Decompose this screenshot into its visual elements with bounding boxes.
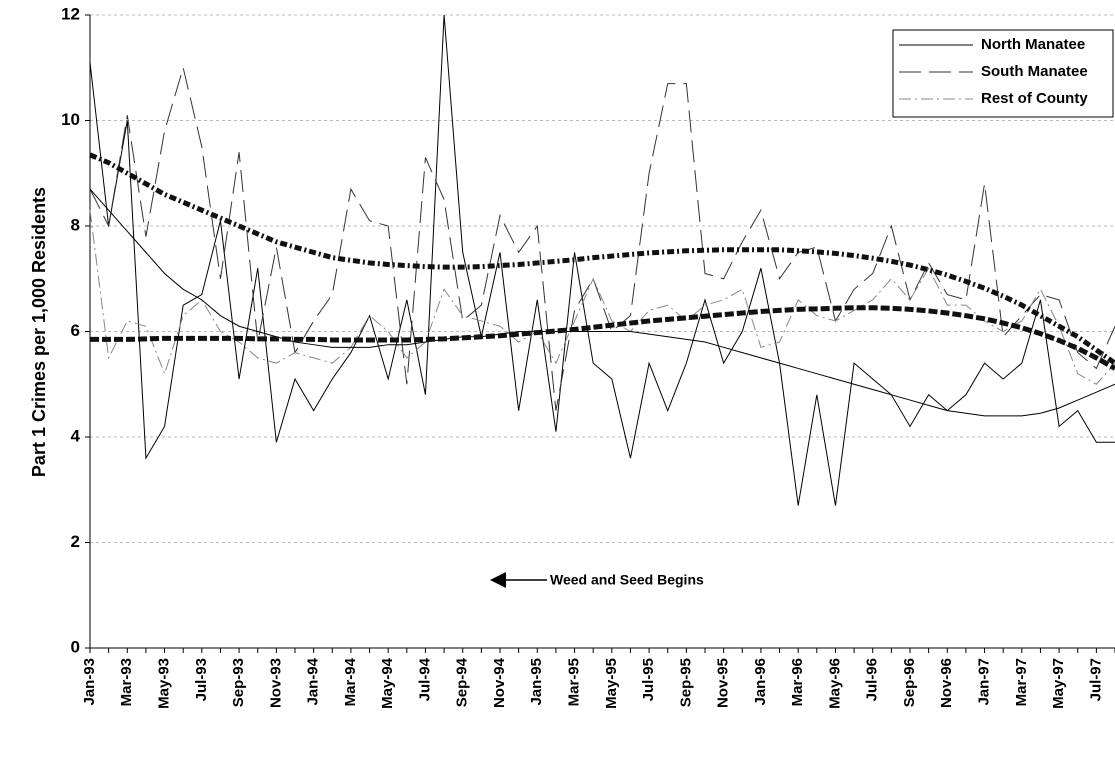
x-tick-label: Mar-94 — [342, 657, 359, 706]
y-axis-label: Part 1 Crimes per 1,000 Residents — [29, 187, 49, 477]
x-tick-label: Jul-95 — [640, 658, 657, 701]
x-tick-label: May-94 — [379, 657, 396, 709]
x-tick-label: May-93 — [156, 658, 173, 709]
y-tick-label: 0 — [71, 637, 80, 656]
x-tick-label: Sep-96 — [901, 658, 918, 707]
trend-line — [89, 188, 1115, 417]
y-tick-label: 6 — [71, 321, 80, 340]
x-tick-label: Mar-96 — [789, 658, 806, 706]
x-tick-label: May-97 — [1050, 658, 1067, 709]
y-tick-label: 12 — [61, 4, 80, 23]
y-tick-label: 2 — [71, 532, 80, 551]
trend-line — [89, 152, 1115, 366]
x-tick-label: Jan-93 — [81, 658, 98, 706]
x-tick-label: Jan-96 — [752, 658, 769, 706]
trend-line — [90, 305, 1115, 371]
x-tick-label: Jul-96 — [864, 658, 881, 701]
legend-label: South Manatee — [981, 63, 1088, 80]
x-tick-label: Nov-94 — [491, 657, 508, 708]
x-tick-label: Mar-97 — [1013, 658, 1030, 706]
series-line — [89, 14, 1115, 506]
y-tick-label: 10 — [61, 110, 80, 129]
x-tick-label: May-96 — [826, 658, 843, 709]
annotation-arrowhead — [490, 572, 506, 588]
x-tick-label: Jan-94 — [305, 657, 322, 705]
x-tick-label: Nov-96 — [938, 658, 955, 708]
x-tick-label: Nov-95 — [715, 658, 732, 708]
y-tick-label: 4 — [71, 426, 81, 445]
y-tick-label: 8 — [71, 215, 80, 234]
legend-label: Rest of County — [981, 90, 1088, 107]
x-tick-label: Sep-93 — [230, 658, 247, 707]
x-tick-label: Jan-97 — [976, 658, 993, 706]
x-tick-label: May-95 — [603, 658, 620, 709]
series-line — [89, 65, 1115, 411]
x-tick-label: Jul-93 — [193, 658, 210, 701]
x-tick-label: Sep-95 — [677, 658, 694, 707]
x-tick-label: Mar-93 — [118, 658, 135, 706]
x-tick-label: Jul-97 — [1087, 658, 1104, 701]
x-tick-label: Sep-94 — [454, 657, 471, 707]
legend-label: North Manatee — [981, 36, 1085, 53]
series-line — [89, 210, 1115, 385]
x-tick-label: Nov-93 — [267, 658, 284, 708]
x-tick-label: Jan-95 — [528, 658, 545, 706]
annotation: Weed and Seed Begins — [550, 572, 704, 588]
x-tick-label: Mar-95 — [566, 658, 583, 706]
x-tick-label: Jul-94 — [416, 657, 433, 701]
